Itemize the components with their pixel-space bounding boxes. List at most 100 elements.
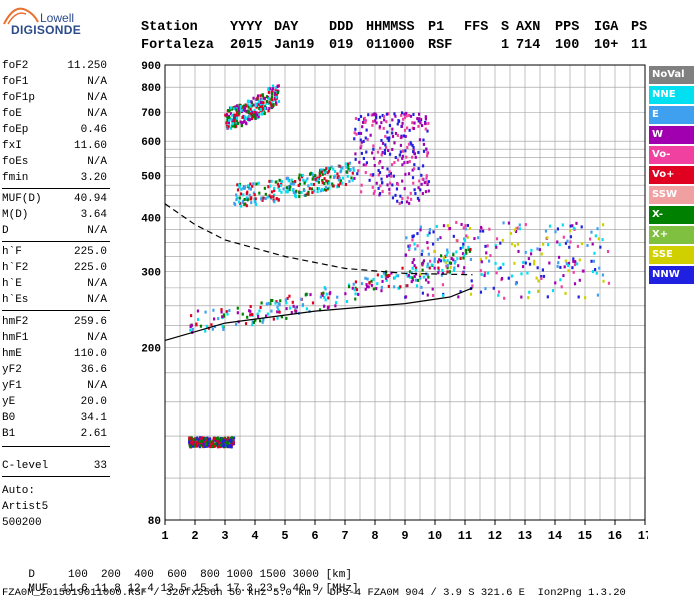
data-point — [210, 323, 213, 327]
data-point — [405, 111, 408, 115]
data-point — [256, 94, 260, 98]
data-point — [359, 138, 362, 142]
data-point — [189, 314, 193, 318]
data-point — [540, 274, 543, 278]
data-point — [351, 286, 354, 290]
data-point — [453, 266, 456, 270]
data-point — [211, 439, 214, 443]
data-point — [196, 309, 200, 313]
data-point — [250, 117, 254, 121]
data-point — [364, 287, 367, 291]
data-point — [241, 312, 244, 316]
data-point — [232, 113, 236, 117]
data-point — [486, 244, 489, 248]
data-point — [431, 242, 435, 246]
data-point — [433, 249, 436, 253]
y-tick-label: 80 — [148, 516, 161, 528]
data-point — [379, 160, 382, 164]
data-point — [353, 176, 356, 180]
data-point — [417, 150, 420, 154]
data-point — [286, 296, 289, 300]
param-label: foEs — [2, 156, 29, 168]
param-row: foEs N/A — [2, 156, 107, 170]
data-point — [402, 134, 405, 138]
data-point — [226, 312, 229, 316]
data-point — [375, 121, 378, 125]
data-point — [234, 322, 238, 326]
data-point — [422, 275, 425, 279]
data-point — [439, 236, 442, 240]
param-row: foF2 11.250 — [2, 60, 107, 74]
param-label: MUF(D) — [2, 193, 42, 205]
data-point — [251, 184, 254, 188]
data-point — [317, 180, 320, 184]
header-label-pps: PPS — [555, 20, 580, 35]
data-point — [226, 438, 229, 442]
data-point — [378, 161, 381, 165]
data-point — [459, 246, 462, 250]
data-point — [195, 323, 198, 327]
data-point — [421, 268, 424, 272]
data-point — [572, 259, 575, 263]
data-point — [540, 276, 543, 280]
header-value-ps: 11 — [631, 38, 648, 53]
data-point — [253, 109, 256, 113]
data-point — [265, 95, 269, 99]
data-point — [287, 179, 290, 183]
data-point — [230, 438, 233, 442]
data-point — [196, 441, 199, 445]
param-row: M(D) 3.64 — [2, 209, 107, 223]
data-point — [427, 275, 430, 279]
data-point — [310, 187, 314, 191]
data-point — [562, 235, 565, 239]
footer-distance-value: 1000 — [226, 569, 253, 581]
data-point — [329, 291, 332, 295]
data-point — [426, 233, 429, 237]
data-point — [428, 259, 432, 263]
data-point — [308, 187, 311, 191]
data-point — [192, 440, 195, 444]
data-point — [418, 117, 421, 121]
data-point — [377, 168, 380, 172]
data-point — [194, 437, 197, 441]
legend-item-vo-plus: Vo+ — [649, 166, 694, 184]
data-point — [329, 175, 332, 179]
data-point — [437, 268, 440, 272]
data-point — [412, 126, 416, 130]
data-point — [400, 113, 403, 117]
param-label: h`Es — [2, 294, 29, 306]
data-point — [270, 95, 274, 99]
data-point — [566, 239, 569, 243]
data-point — [486, 271, 489, 275]
data-point — [542, 274, 546, 278]
header-value-ddd: 019 — [329, 38, 354, 53]
data-point — [280, 190, 283, 194]
data-point — [510, 242, 514, 246]
data-point — [396, 199, 399, 203]
header-value-day: Jan19 — [274, 38, 315, 53]
data-point — [252, 96, 255, 100]
data-point — [269, 195, 272, 199]
data-point — [238, 196, 241, 200]
data-point — [360, 140, 363, 144]
data-point — [277, 308, 280, 312]
data-point — [245, 117, 248, 121]
data-point — [558, 243, 561, 247]
data-point — [274, 180, 277, 184]
data-point — [410, 142, 413, 146]
data-point — [461, 271, 464, 275]
data-point — [266, 195, 269, 199]
data-point — [287, 185, 290, 189]
data-point — [267, 90, 270, 94]
data-point — [365, 283, 368, 287]
data-point — [520, 272, 523, 276]
data-point — [418, 138, 422, 142]
data-point — [479, 258, 482, 262]
data-point — [409, 191, 412, 195]
data-point — [236, 311, 239, 315]
data-point — [254, 318, 257, 322]
data-point — [286, 189, 289, 193]
data-point — [411, 155, 414, 159]
footer-muf-value: 17.3 — [226, 583, 253, 595]
data-point — [274, 97, 277, 101]
